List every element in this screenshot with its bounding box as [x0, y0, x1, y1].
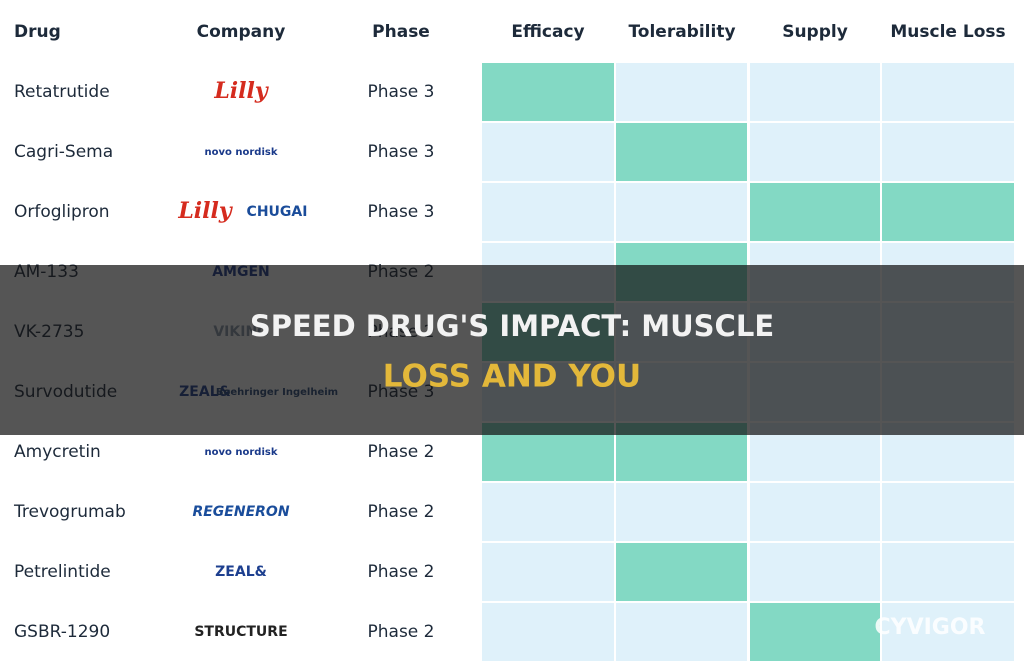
company-logo: Lilly: [213, 78, 270, 104]
cell: [616, 183, 747, 241]
cell: [482, 123, 614, 181]
drug-name: Amycretin: [14, 442, 101, 462]
phase: Phase 2: [368, 442, 435, 462]
cell: [750, 543, 880, 601]
company-logo: STRUCTURE: [194, 624, 287, 640]
cell: [882, 603, 1014, 661]
cell: [482, 183, 614, 241]
company-logo: novo nordisk: [205, 447, 278, 458]
highlight-cell: [482, 63, 614, 121]
banner: [0, 265, 1024, 435]
phase: Phase 3: [368, 202, 435, 222]
phase: Phase 2: [368, 562, 435, 582]
cell: [750, 123, 880, 181]
phase: Phase 2: [368, 502, 435, 522]
cell: [616, 603, 747, 661]
drug-name: Retatrutide: [14, 82, 110, 102]
column-header: Muscle Loss: [890, 22, 1005, 42]
cell: [882, 63, 1014, 121]
highlight-cell: [616, 123, 747, 181]
cell: [750, 483, 880, 541]
company-logo: CHUGAI: [247, 204, 308, 220]
highlight-cell: [750, 183, 880, 241]
cell: [750, 63, 880, 121]
highlight-cell: [882, 183, 1014, 241]
cell: [482, 543, 614, 601]
phase: Phase 3: [368, 142, 435, 162]
column-header: Drug: [14, 22, 61, 42]
cell: [616, 63, 747, 121]
company-logo: novo nordisk: [205, 147, 278, 158]
cell: [882, 543, 1014, 601]
phase: Phase 3: [368, 82, 435, 102]
company-logo: ZEAL&: [215, 564, 267, 580]
column-header: Efficacy: [511, 22, 584, 42]
cell: [882, 483, 1014, 541]
company-logo: Lilly: [177, 198, 234, 224]
company-logo: REGENERON: [192, 504, 289, 520]
highlight-cell: [616, 543, 747, 601]
drug-name: GSBR-1290: [14, 622, 110, 642]
watermark: CYVIGOR: [875, 615, 986, 640]
highlight-cell: [750, 603, 880, 661]
drug-name: Trevogrumab: [13, 502, 126, 522]
banner-title: SPEED DRUG'S IMPACT: MUSCLE: [250, 309, 774, 343]
cell: [616, 483, 747, 541]
drug-name: Petrelintide: [14, 562, 111, 582]
column-header: Phase: [372, 22, 430, 42]
phase: Phase 2: [368, 622, 435, 642]
drug-name: Orfoglipron: [14, 202, 110, 222]
cell: [482, 483, 614, 541]
banner-title: LOSS AND YOU: [383, 359, 641, 395]
column-header: Company: [197, 22, 286, 42]
column-header: Supply: [782, 22, 848, 42]
column-header: Tolerability: [628, 22, 735, 42]
cell: [882, 123, 1014, 181]
drug-name: Cagri-Sema: [14, 142, 113, 162]
cell: [482, 603, 614, 661]
